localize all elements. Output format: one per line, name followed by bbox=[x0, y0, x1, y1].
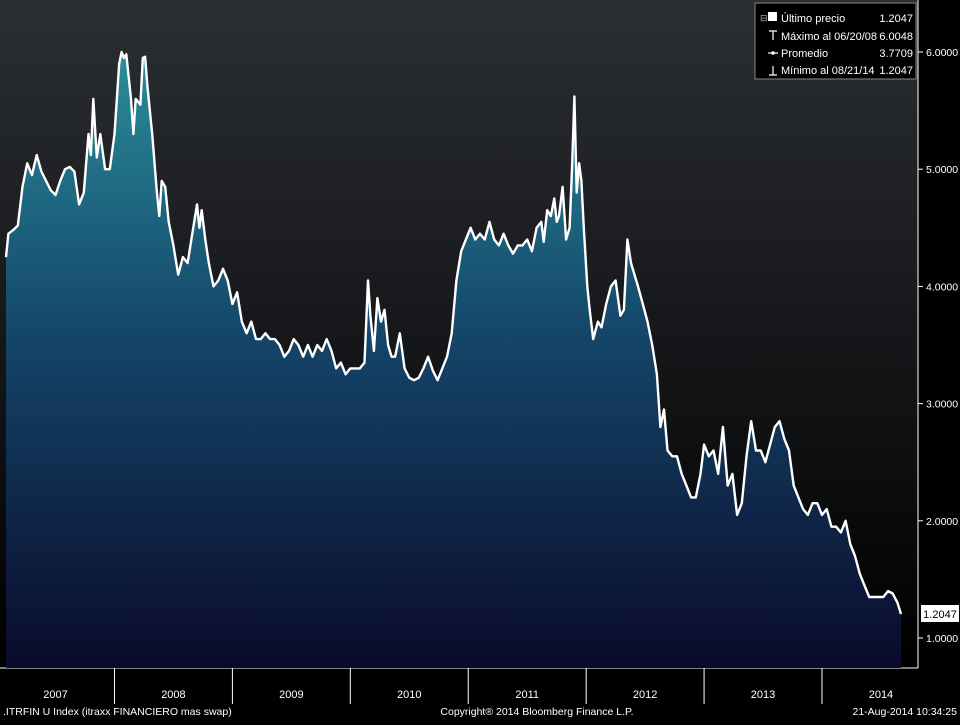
filled-square-icon bbox=[768, 12, 777, 21]
footer-copyright: Copyright® 2014 Bloomberg Finance L.P. bbox=[440, 706, 633, 718]
series-line bbox=[4, 50, 903, 615]
max-marker-icon bbox=[769, 30, 777, 40]
last-value-box bbox=[921, 605, 959, 622]
y-axis-ticks: 1.0000 2.0000 3.0000 4.0000 5.0000 6.0000 bbox=[918, 47, 958, 645]
area-fill bbox=[6, 52, 901, 668]
legend: ⊟ Último precio 1.2047 Máximo al 06/20/0… bbox=[754, 2, 917, 80]
x-axis-ticks: 2007 2008 2009 2010 2011 2012 2013 2014 bbox=[43, 668, 893, 704]
legend-value-average: 3.7709 bbox=[879, 48, 913, 60]
legend-value-min: 1.2047 bbox=[879, 65, 913, 77]
y-tick-label: 4.0000 bbox=[926, 281, 958, 293]
x-tick-label: 2014 bbox=[869, 689, 893, 701]
x-tick-label: 2013 bbox=[751, 689, 775, 701]
legend-label-max: Máximo al 06/20/08 bbox=[781, 31, 877, 43]
legend-value-last-price: 1.2047 bbox=[879, 13, 913, 25]
last-value-text: 1.2047 bbox=[923, 609, 957, 621]
y-tick-label: 3.0000 bbox=[926, 399, 958, 411]
min-marker-icon bbox=[769, 66, 777, 76]
legend-box bbox=[754, 2, 917, 80]
y-tick-label: 1.0000 bbox=[926, 633, 958, 645]
x-tick-label: 2009 bbox=[279, 689, 303, 701]
x-tick-label: 2008 bbox=[161, 689, 185, 701]
average-marker-dot bbox=[771, 51, 775, 55]
last-value-label: 1.2047 bbox=[921, 605, 959, 622]
footer: .ITRFIN U Index (itraxx FINANCIERO mas s… bbox=[3, 706, 957, 718]
x-tick-label: 2011 bbox=[515, 689, 539, 701]
y-tick-label: 5.0000 bbox=[926, 164, 958, 176]
x-tick-label: 2010 bbox=[397, 689, 421, 701]
y-tick-label: 6.0000 bbox=[926, 47, 958, 59]
legend-collapse-icon[interactable]: ⊟ bbox=[760, 13, 768, 23]
legend-label-last-price: Último precio bbox=[781, 12, 845, 25]
legend-value-max: 6.0048 bbox=[879, 31, 913, 43]
footer-index-name: .ITRFIN U Index (itraxx FINANCIERO mas s… bbox=[3, 706, 232, 718]
y-axis-panel bbox=[918, 0, 960, 668]
footer-timestamp: 21-Aug-2014 10:34:25 bbox=[852, 706, 957, 718]
x-tick-label: 2007 bbox=[43, 689, 67, 701]
x-tick-label: 2012 bbox=[633, 689, 657, 701]
x-axis-panel bbox=[0, 668, 960, 704]
legend-label-min: Mínimo al 08/21/14 bbox=[781, 65, 875, 77]
legend-label-average: Promedio bbox=[781, 48, 828, 60]
y-tick-label: 2.0000 bbox=[926, 516, 958, 528]
